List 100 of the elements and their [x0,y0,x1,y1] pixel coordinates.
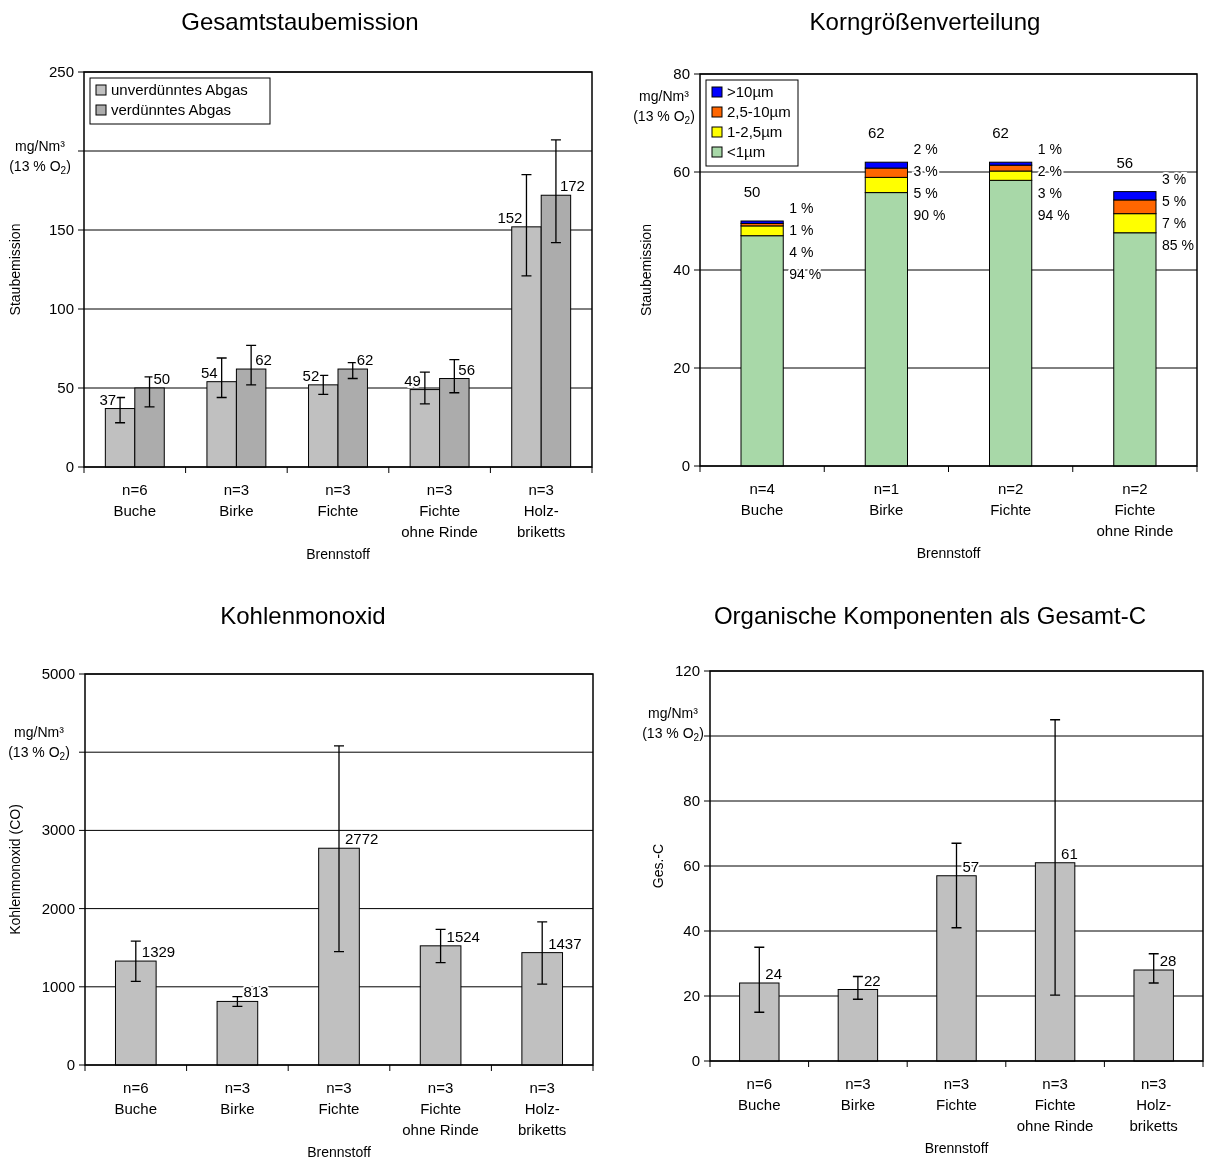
y-tick-label: 40 [683,922,700,939]
chart-title: Organische Komponenten als Gesamt-C [713,602,1147,629]
x-axis-title: Brennstoff [924,1140,989,1156]
x-tick-label: n=4 Buche [740,480,784,518]
x-tick-label: n=3 Fichte ohne Rinde [402,1079,479,1138]
data-label: 61 [1061,844,1078,862]
y-axis-title: Staubemission [638,224,654,316]
y-tick-label: 60 [683,857,700,874]
y-tick-label: 0 [681,457,690,474]
data-label: 152 [497,208,523,226]
annotation: 2 % [1037,163,1062,180]
legend-label: <1µm [727,143,766,160]
x-tick-label: n=3 Holz- briketts [518,1079,567,1138]
data-label: 52 [302,366,320,384]
data-label: 2772 [345,830,379,848]
data-label: 57 [962,857,980,875]
x-tick-label: n=6 Buche [738,1075,781,1113]
annotation: 90 % [913,207,946,224]
y-tick-label: 1000 [41,977,75,995]
y-tick-label: 0 [691,1052,700,1069]
total-label: 62 [868,124,885,142]
data-label: 49 [404,371,421,389]
data-label: 62 [356,351,374,369]
annotation: 1 % [1037,141,1062,158]
x-tick-label: n=3 Fichte [318,1079,360,1117]
total-label: 56 [1116,153,1134,171]
y-tick-label: 3000 [41,821,75,839]
annotation: 5 % [1162,192,1187,209]
data-label: 62 [255,351,272,369]
text: mg/Nm³ (13 % O$_{2}$) [633,88,695,126]
y-axis-title: Ges.-C [650,843,666,889]
text: mg/Nm³ (13 % O$_{2}$) [9,138,71,176]
legend-label: >10µm [727,83,774,100]
text: mg/Nm³ (13 % O$_{2}$) [8,723,70,762]
x-tick-label: n=1 Birke [869,480,904,518]
x-tick-label: n=3 Birke [840,1075,875,1113]
x-axis-title: Brennstoff [916,545,981,561]
data-label: 24 [765,965,782,982]
annotation: 3 % [1162,170,1187,187]
annotation: 94 % [789,266,822,282]
y-tick-label: 150 [48,221,74,238]
x-tick-label: n=3 Fichte [317,481,359,519]
data-label: 50 [153,370,171,387]
y-tick-label: 250 [48,63,74,80]
total-label: 62 [992,124,1009,142]
x-axis-title: Brennstoff [306,546,370,562]
annotation: 4 % [789,244,814,260]
x-tick-label: n=2 Fichte ohne Rinde [1096,480,1174,539]
legend-label: verdünntes Abgas [111,101,232,118]
y-tick-label: 5000 [41,665,75,682]
data-label: 1437 [548,934,582,952]
data-label: 1524 [446,927,480,945]
data-label: 172 [559,177,585,195]
legend-label: 1-2,5µm [727,123,783,140]
y-tick-label: 20 [673,359,690,376]
data-label: 22 [863,971,881,989]
y-tick-label: 0 [65,458,74,475]
annotation: 5 % [913,185,938,202]
annotation: 1 % [789,200,814,216]
data-label: 37 [99,390,117,408]
y-axis-title: Staubemission [7,223,23,316]
x-tick-label: n=3 Holz- briketts [1129,1075,1178,1134]
y-tick-label: 0 [66,1056,75,1073]
y-axis-title: Kohlenmonoxid (CO) [7,804,23,935]
legend-label: 2,5-10µm [727,103,791,120]
chart-title: Kohlenmonoxid [220,602,386,629]
annotation: 3 % [1037,185,1062,202]
chart-title: Korngrößenverteilung [809,8,1041,35]
data-label: 28 [1159,952,1177,969]
x-tick-label: n=3 Fichte ohne Rinde [1016,1075,1094,1134]
y-tick-label: 100 [48,300,74,317]
y-tick-label: 60 [673,163,690,180]
x-axis-title: Brennstoff [307,1144,371,1157]
y-tick-label: 40 [673,261,690,278]
x-tick-label: n=2 Fichte [990,480,1032,518]
x-tick-label: n=3 Fichte [936,1075,977,1113]
annotation: 7 % [1162,214,1187,231]
data-label: 813 [243,983,269,1001]
legend-label: unverdünntes Abgas [111,81,248,98]
x-tick-label: n=3 Fichte ohne Rinde [401,481,478,540]
total-label: 50 [743,183,761,200]
text: mg/Nm³ (13 % O$_{2}$) [642,704,704,743]
y-tick-label: 20 [683,987,700,1004]
x-tick-label: n=6 Buche [114,1079,158,1117]
y-tick-label: 120 [674,662,700,679]
annotation: 1 % [789,222,814,238]
y-tick-label: 80 [683,792,700,809]
x-tick-label: n=6 Buche [113,481,157,519]
y-tick-label: 50 [57,379,74,396]
data-label: 56 [458,360,476,378]
data-label: 54 [200,363,218,381]
annotation: 94 % [1037,207,1070,224]
annotation: 2 % [913,141,938,158]
chart-title: Gesamtstaubemission [181,8,419,35]
y-tick-label: 80 [673,65,690,82]
annotation: 85 % [1162,236,1194,253]
annotation: 3 % [913,163,938,180]
x-tick-label: n=3 Holz- briketts [517,481,566,540]
x-tick-label: n=3 Birke [219,481,254,519]
data-label: 1329 [141,943,176,961]
